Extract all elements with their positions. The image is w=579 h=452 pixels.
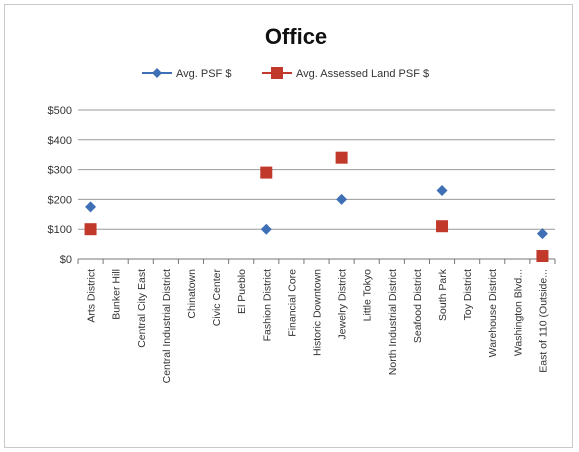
- x-tick-label: Seafood District: [412, 269, 424, 343]
- x-axis-ticks: Arts District Bunker Hill Central City Eas…: [86, 268, 550, 383]
- x-tick-label: Toy District: [462, 269, 474, 320]
- x-axis: [77, 258, 556, 264]
- x-tick-label: North Industrial District: [387, 269, 399, 375]
- point-avg-psf: [85, 201, 97, 213]
- point-assessed-land-psf: [536, 250, 549, 263]
- x-tick-label: Historic Downtown: [312, 269, 324, 356]
- chart-frame: [4, 4, 573, 448]
- legend: Avg. PSF $ Avg. Assessed Land PSF $: [142, 67, 429, 80]
- point-assessed-land-psf: [335, 151, 348, 164]
- y-tick-label: $200: [48, 194, 72, 206]
- y-tick-label: $500: [48, 105, 72, 117]
- x-tick-label: Central City East: [136, 269, 148, 348]
- x-tick-label: Central Industrial District: [161, 269, 173, 383]
- point-assessed-land-psf: [260, 166, 273, 179]
- grid: [78, 109, 555, 260]
- legend-label-avg-psf: Avg. PSF $: [176, 68, 231, 80]
- x-tick-label: El Pueblo: [236, 269, 248, 314]
- chart-title: Office: [265, 24, 327, 49]
- x-tick-label: Little Tokyo: [362, 269, 374, 321]
- x-tick-label: Financial Core: [286, 269, 298, 337]
- legend-label-assessed-land: Avg. Assessed Land PSF $: [296, 68, 429, 80]
- data-points: [84, 151, 549, 263]
- point-avg-psf: [336, 193, 348, 205]
- legend-marker-avg-psf: [152, 68, 162, 78]
- x-tick-label: Civic Center: [211, 269, 223, 327]
- point-avg-psf: [436, 184, 448, 196]
- point-avg-psf: [260, 223, 272, 235]
- x-tick-label: Arts District: [86, 269, 98, 323]
- x-tick-label: Washington Blvd...: [512, 269, 524, 356]
- x-tick-label: East of 110 (Outside...: [537, 269, 549, 373]
- y-tick-label: $300: [48, 165, 72, 177]
- y-tick-label: $400: [48, 135, 72, 147]
- y-axis-ticks: $0 $100 $200 $300 $400 $500: [48, 105, 72, 266]
- x-tick-label: Warehouse District: [487, 269, 499, 357]
- x-tick-label: Jewelry District: [337, 269, 349, 340]
- y-tick-label: $0: [60, 254, 72, 266]
- point-assessed-land-psf: [84, 223, 97, 236]
- x-tick-label: Chinatown: [186, 269, 198, 319]
- point-assessed-land-psf: [436, 220, 449, 233]
- point-avg-psf: [536, 228, 548, 240]
- y-tick-label: $100: [48, 224, 72, 236]
- x-tick-label: Fashion District: [261, 269, 273, 341]
- x-tick-label: Bunker Hill: [111, 269, 123, 320]
- x-tick-label: South Park: [437, 268, 449, 321]
- legend-marker-assessed-land: [271, 67, 283, 79]
